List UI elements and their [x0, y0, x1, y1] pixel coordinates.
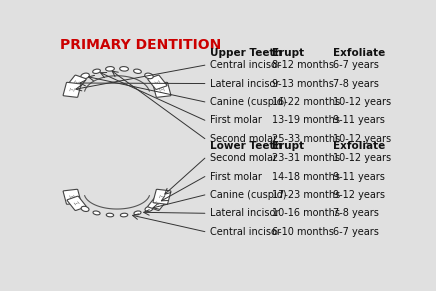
- Text: 6-7 years: 6-7 years: [333, 60, 379, 70]
- Text: Lateral incisor: Lateral incisor: [210, 208, 279, 218]
- Ellipse shape: [145, 206, 153, 212]
- FancyBboxPatch shape: [148, 196, 167, 210]
- Ellipse shape: [106, 213, 114, 217]
- Ellipse shape: [134, 211, 141, 215]
- Text: 25-33 months: 25-33 months: [272, 134, 341, 144]
- Ellipse shape: [133, 69, 141, 73]
- Text: 8-12 months: 8-12 months: [272, 60, 334, 70]
- Text: Exfoliate: Exfoliate: [333, 48, 385, 58]
- Ellipse shape: [120, 213, 128, 217]
- Text: 9-11 years: 9-11 years: [333, 171, 385, 182]
- FancyBboxPatch shape: [67, 75, 86, 89]
- Text: 10-12 years: 10-12 years: [333, 97, 392, 107]
- Text: Lateral incisor: Lateral incisor: [210, 79, 279, 88]
- Text: Lower Teeth: Lower Teeth: [210, 141, 282, 151]
- Text: Second molar: Second molar: [210, 153, 277, 163]
- Text: Second molar: Second molar: [210, 134, 277, 144]
- Ellipse shape: [120, 67, 129, 71]
- FancyBboxPatch shape: [148, 75, 167, 89]
- Ellipse shape: [106, 67, 114, 71]
- Text: 10-16 months: 10-16 months: [272, 208, 341, 218]
- Text: 17-23 months: 17-23 months: [272, 190, 341, 200]
- FancyBboxPatch shape: [63, 82, 81, 97]
- Text: Central incisor: Central incisor: [210, 227, 281, 237]
- Text: Upper Teeth: Upper Teeth: [210, 48, 282, 58]
- Text: 7-8 years: 7-8 years: [333, 208, 379, 218]
- Ellipse shape: [81, 73, 89, 79]
- Ellipse shape: [93, 69, 100, 73]
- Text: 6-7 years: 6-7 years: [333, 227, 379, 237]
- FancyBboxPatch shape: [153, 82, 171, 97]
- Text: 16-22 months: 16-22 months: [272, 97, 341, 107]
- FancyBboxPatch shape: [63, 189, 81, 204]
- Text: 9-13 months: 9-13 months: [272, 79, 334, 88]
- Text: 9-12 years: 9-12 years: [333, 190, 385, 200]
- Text: Erupt: Erupt: [272, 141, 305, 151]
- Text: 10-12 years: 10-12 years: [333, 134, 392, 144]
- Text: 7-8 years: 7-8 years: [333, 79, 379, 88]
- Text: Central incisor: Central incisor: [210, 60, 281, 70]
- Text: Erupt: Erupt: [272, 48, 305, 58]
- Text: First molar: First molar: [210, 171, 262, 182]
- Text: 23-31 months: 23-31 months: [272, 153, 341, 163]
- Text: 13-19 months: 13-19 months: [272, 115, 341, 125]
- Ellipse shape: [81, 206, 89, 212]
- FancyBboxPatch shape: [153, 189, 171, 204]
- Text: 14-18 months: 14-18 months: [272, 171, 341, 182]
- Text: 9-11 years: 9-11 years: [333, 115, 385, 125]
- Text: 6-10 months: 6-10 months: [272, 227, 334, 237]
- Text: PRIMARY DENTITION: PRIMARY DENTITION: [60, 38, 221, 52]
- FancyBboxPatch shape: [67, 196, 86, 210]
- Text: Exfoliate: Exfoliate: [333, 141, 385, 151]
- Text: First molar: First molar: [210, 115, 262, 125]
- Ellipse shape: [93, 211, 100, 215]
- Text: Canine (cuspid): Canine (cuspid): [210, 190, 286, 200]
- Ellipse shape: [145, 73, 153, 79]
- Text: Canine (cuspid): Canine (cuspid): [210, 97, 286, 107]
- Text: 10-12 years: 10-12 years: [333, 153, 392, 163]
